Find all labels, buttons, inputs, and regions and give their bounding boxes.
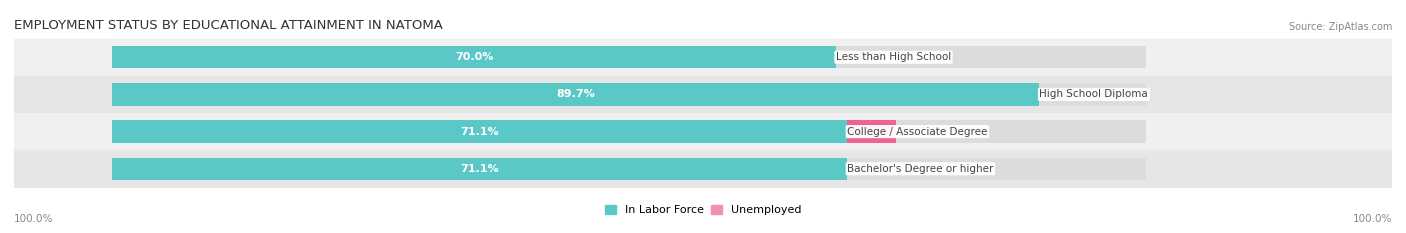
Bar	[112, 83, 1146, 106]
Bar	[112, 83, 1039, 106]
Bar	[14, 113, 1392, 150]
Text: 71.1%: 71.1%	[461, 127, 499, 137]
Text: 100.0%: 100.0%	[1353, 214, 1392, 224]
Text: 4.7%: 4.7%	[908, 127, 936, 137]
Text: Source: ZipAtlas.com: Source: ZipAtlas.com	[1288, 22, 1392, 32]
Text: Bachelor's Degree or higher: Bachelor's Degree or higher	[848, 164, 994, 174]
Bar	[112, 158, 1146, 180]
Text: 0.0%: 0.0%	[848, 52, 876, 62]
Text: 70.0%: 70.0%	[456, 52, 494, 62]
Bar	[112, 46, 1146, 69]
Bar	[112, 158, 848, 180]
Text: 89.7%: 89.7%	[557, 89, 595, 99]
Text: 71.1%: 71.1%	[461, 164, 499, 174]
Text: EMPLOYMENT STATUS BY EDUCATIONAL ATTAINMENT IN NATOMA: EMPLOYMENT STATUS BY EDUCATIONAL ATTAINM…	[14, 19, 443, 32]
Bar	[14, 39, 1392, 76]
Text: High School Diploma: High School Diploma	[1039, 89, 1149, 99]
Text: Less than High School: Less than High School	[835, 52, 950, 62]
Bar	[112, 120, 848, 143]
Text: 0.0%: 0.0%	[1052, 89, 1080, 99]
Text: 0.0%: 0.0%	[859, 164, 887, 174]
Bar	[848, 120, 896, 143]
Text: 100.0%: 100.0%	[14, 214, 53, 224]
Bar	[112, 120, 1146, 143]
Bar	[14, 150, 1392, 187]
Bar	[14, 76, 1392, 113]
Bar	[112, 46, 835, 69]
Legend: In Labor Force, Unemployed: In Labor Force, Unemployed	[600, 201, 806, 220]
Text: College / Associate Degree: College / Associate Degree	[848, 127, 987, 137]
